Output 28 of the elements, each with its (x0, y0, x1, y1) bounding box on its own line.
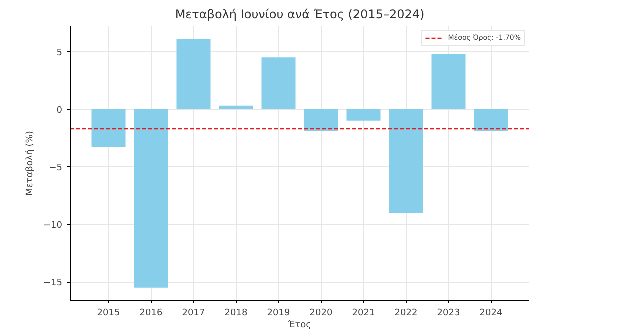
bar (389, 109, 424, 214)
bar (176, 39, 211, 110)
x-tick-label: 2015 (97, 308, 120, 318)
bar (219, 106, 254, 110)
y-tick-label: 5 (56, 48, 63, 58)
bar (92, 109, 126, 148)
x-tick-label: 2017 (182, 308, 206, 318)
x-tick-label: 2019 (267, 308, 290, 318)
y-axis-title: Μεταβολή (%) (24, 131, 36, 196)
x-tick-label: 2020 (310, 308, 333, 318)
y-tick-label: −10 (44, 221, 63, 232)
bar (474, 109, 508, 132)
x-tick-label: 2021 (352, 308, 376, 318)
chart-title: Μεταβολή Ιουνίου ανά Έτος (2015–2024) (175, 8, 425, 22)
x-tick-label: 2023 (437, 308, 460, 318)
x-tick-label: 2018 (224, 308, 248, 318)
bar (346, 109, 381, 121)
x-tick-label: 2016 (140, 308, 163, 318)
y-tick-label: 0 (56, 106, 63, 116)
x-axis-title: Έτος (288, 320, 312, 330)
y-tick-label: −5 (49, 163, 63, 174)
bar (432, 54, 466, 110)
x-tick-label: 2024 (480, 308, 503, 318)
bar (262, 58, 296, 110)
bar (134, 109, 168, 288)
bar (304, 109, 338, 132)
x-tick-label: 2022 (394, 308, 418, 318)
y-tick-label: −15 (44, 278, 63, 289)
